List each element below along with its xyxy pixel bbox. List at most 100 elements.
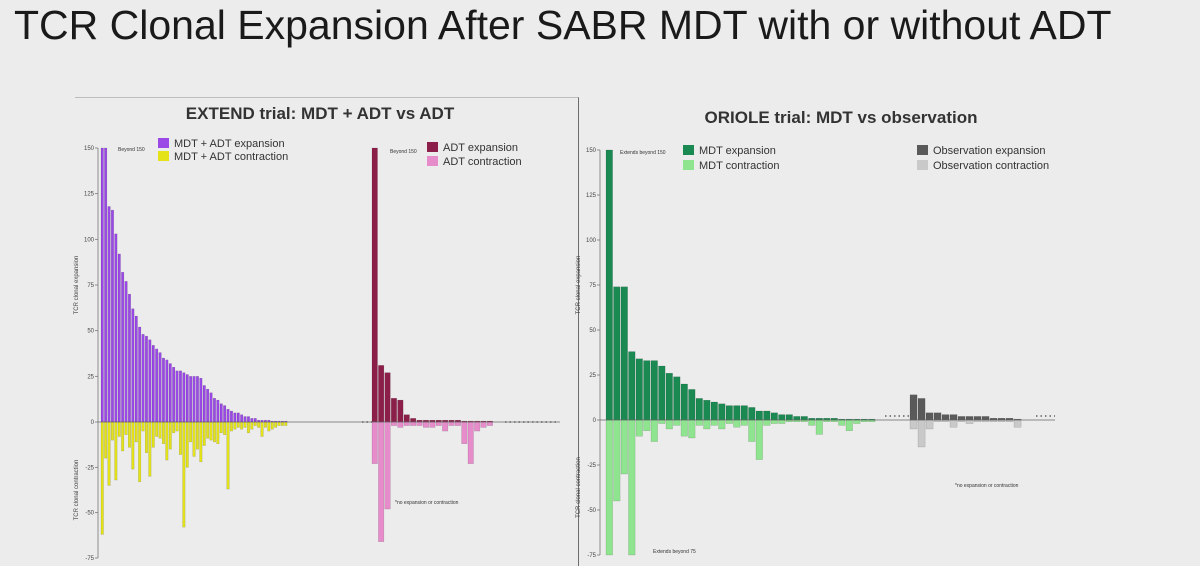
p1-expansion-bar xyxy=(144,335,148,423)
p2-contraction-bar xyxy=(909,419,918,430)
p1-contraction-bar xyxy=(461,421,468,444)
p1-expansion-bar xyxy=(182,372,186,423)
p2-contraction-bar xyxy=(658,419,666,424)
p1-contraction-bar xyxy=(182,421,186,528)
p1-y-tick-label: 100 xyxy=(84,237,95,243)
p2-expansion-bar xyxy=(710,401,718,421)
p2-contraction-bar xyxy=(605,419,613,556)
p1-contraction-bar xyxy=(114,421,118,481)
p2-contraction-bar xyxy=(815,419,823,435)
p1-chart-title: EXTEND trial: MDT + ADT vs ADT xyxy=(186,104,455,123)
p1-contraction-bar xyxy=(371,421,378,464)
p2-annotation: *no expansion or contraction xyxy=(955,483,1019,489)
p2-contraction-bar xyxy=(808,419,816,426)
p2-expansion-bar xyxy=(973,416,982,421)
p2-expansion-bar xyxy=(658,365,666,421)
p1-expansion-bar xyxy=(148,339,152,423)
p2-legend-label: MDT contraction xyxy=(699,160,780,172)
p1-expansion-bar xyxy=(110,209,114,423)
p1-contraction-bar xyxy=(281,421,284,426)
p1-y-tick-label: 50 xyxy=(87,329,94,335)
p1-contraction-bar xyxy=(264,421,267,428)
p1-legend-label: MDT + ADT contraction xyxy=(174,151,288,163)
p2-contraction-bar xyxy=(949,419,958,428)
p1-annotation: Beyond 150 xyxy=(118,147,145,153)
p2-contraction-bar xyxy=(755,419,763,460)
p2-expansion-bar xyxy=(933,412,942,421)
p2-contraction-bar xyxy=(643,419,651,432)
p1-contraction-bar xyxy=(202,421,206,446)
p2-expansion-bar xyxy=(688,389,696,421)
p1-contraction-bar xyxy=(403,421,410,426)
p2-contraction-bar xyxy=(695,419,703,426)
p1-contraction-bar xyxy=(223,421,227,435)
p1-contraction-bar xyxy=(127,421,131,448)
p1-expansion-bar xyxy=(371,147,378,423)
p1-expansion-bar xyxy=(229,410,233,423)
p1-y-tick-label: -50 xyxy=(85,511,94,517)
p1-annotation: *no expansion or contraction xyxy=(395,500,459,506)
p1-contraction-bar xyxy=(185,421,189,468)
p1-expansion-bar xyxy=(240,414,244,423)
p1-contraction-bar xyxy=(104,421,108,459)
p2-expansion-bar xyxy=(628,351,636,421)
p1-annotation: Beyond 150 xyxy=(390,149,417,155)
p1-expansion-bar xyxy=(124,281,128,423)
p1-legend-label: ADT expansion xyxy=(443,142,518,154)
p1-contraction-bar xyxy=(257,421,261,428)
p1-contraction-bar xyxy=(199,421,203,463)
p1-expansion-bar xyxy=(141,334,145,423)
p2-contraction-bar xyxy=(778,419,786,424)
p2-expansion-bar xyxy=(941,414,950,421)
p2-contraction-bar xyxy=(710,419,718,426)
p1-expansion-bar xyxy=(127,293,131,423)
p2-expansion-bar xyxy=(800,416,808,421)
p2-y-tick-label: 100 xyxy=(586,238,597,244)
p1-contraction-bar xyxy=(175,421,179,432)
p2-annotation: Extends beyond 75 xyxy=(653,549,696,555)
p1-expansion-bar xyxy=(223,405,227,423)
p1-expansion-bar xyxy=(250,418,254,423)
p2-expansion-bar xyxy=(755,410,763,421)
p1-expansion-bar xyxy=(206,388,210,423)
p1-expansion-bar xyxy=(384,372,391,423)
p1-expansion-bar xyxy=(158,352,162,423)
p2-contraction-bar xyxy=(620,419,628,475)
p2-contraction-bar xyxy=(635,419,643,437)
p2-legend-swatch xyxy=(683,145,694,155)
p1-contraction-bar xyxy=(110,421,114,441)
p2-y-tick-label: -75 xyxy=(587,553,596,559)
p1-expansion-bar xyxy=(378,365,385,423)
p2-legend-label: Observation contraction xyxy=(933,160,1049,172)
p2-contraction-bar xyxy=(740,419,748,426)
p1-contraction-bar xyxy=(212,421,216,443)
p1-contraction-bar xyxy=(165,421,169,461)
p1-contraction-bar xyxy=(206,421,210,439)
p1-contraction-bar xyxy=(378,421,385,542)
p1-expansion-bar xyxy=(138,326,142,423)
p2-expansion-bar xyxy=(680,383,688,421)
chart-frame-left xyxy=(75,97,579,566)
p2-legend-swatch xyxy=(917,160,928,170)
p1-expansion-bar xyxy=(403,414,410,423)
p1-expansion-bar xyxy=(175,370,179,423)
p2-expansion-bar xyxy=(917,398,926,421)
p1-expansion-bar xyxy=(246,416,250,423)
p1-expansion-bar xyxy=(100,147,104,423)
p1-expansion-bar xyxy=(236,412,240,423)
p2-expansion-bar xyxy=(733,405,741,421)
p1-y-tick-label: 0 xyxy=(91,420,95,426)
p1-contraction-bar xyxy=(233,421,237,430)
p1-contraction-bar xyxy=(148,421,152,477)
p2-expansion-bar xyxy=(770,412,778,421)
p1-contraction-bar xyxy=(455,421,461,426)
p1-y-axis-label-expansion: TCR clonal expansion xyxy=(74,256,80,315)
p2-y-tick-label: 0 xyxy=(593,418,597,424)
p1-expansion-bar xyxy=(199,377,203,423)
p1-contraction-bar xyxy=(480,421,487,428)
p1-expansion-bar xyxy=(233,412,237,423)
p1-y-tick-label: -75 xyxy=(85,556,94,562)
p2-expansion-bar xyxy=(957,416,966,421)
p1-expansion-bar xyxy=(397,399,404,423)
p2-annotation: Extends beyond 150 xyxy=(620,150,666,156)
